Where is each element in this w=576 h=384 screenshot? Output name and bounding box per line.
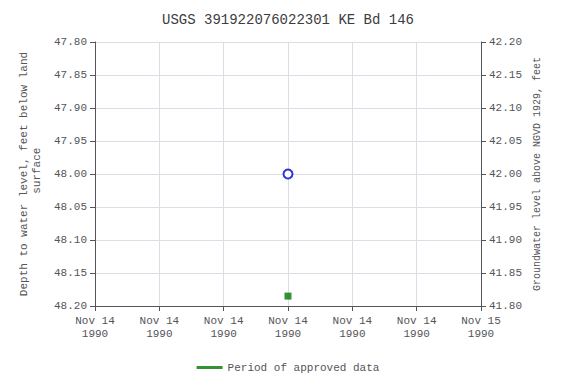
svg-text:1990: 1990 [468,328,494,340]
svg-text:Nov 14: Nov 14 [333,315,373,327]
svg-text:41.90: 41.90 [489,234,522,246]
svg-text:41.95: 41.95 [489,201,522,213]
svg-text:42.05: 42.05 [489,135,522,147]
svg-text:Period of approved data: Period of approved data [228,362,380,374]
svg-text:Nov 14: Nov 14 [268,315,308,327]
svg-text:Groundwater level above NGVD 1: Groundwater level above NGVD 1929, feet [532,57,543,291]
svg-text:1990: 1990 [339,328,365,340]
svg-text:1990: 1990 [82,328,108,340]
svg-text:47.90: 47.90 [54,102,87,114]
svg-text:Nov 14: Nov 14 [75,315,115,327]
svg-text:41.80: 41.80 [489,300,522,312]
svg-text:42.20: 42.20 [489,36,522,48]
svg-text:48.15: 48.15 [54,267,87,279]
svg-text:42.00: 42.00 [489,168,522,180]
svg-text:47.80: 47.80 [54,36,87,48]
svg-text:47.95: 47.95 [54,135,87,147]
svg-text:Nov 14: Nov 14 [397,315,437,327]
svg-text:Nov 14: Nov 14 [204,315,244,327]
svg-text:1990: 1990 [275,328,301,340]
svg-text:Nov 15: Nov 15 [461,315,501,327]
svg-text:48.05: 48.05 [54,201,87,213]
svg-text:USGS 391922076022301 KE Bd 146: USGS 391922076022301 KE Bd 146 [162,12,414,28]
svg-text:42.15: 42.15 [489,69,522,81]
svg-text:Nov 14: Nov 14 [140,315,180,327]
svg-text:1990: 1990 [210,328,236,340]
svg-text:surface: surface [31,148,43,201]
svg-text:41.85: 41.85 [489,267,522,279]
svg-text:Depth to water level, feet bel: Depth to water level, feet below land [18,52,30,296]
svg-text:42.10: 42.10 [489,102,522,114]
svg-text:48.20: 48.20 [54,300,87,312]
svg-text:47.85: 47.85 [54,69,87,81]
svg-text:1990: 1990 [146,328,172,340]
svg-text:48.00: 48.00 [54,168,87,180]
svg-text:48.10: 48.10 [54,234,87,246]
svg-text:1990: 1990 [403,328,429,340]
